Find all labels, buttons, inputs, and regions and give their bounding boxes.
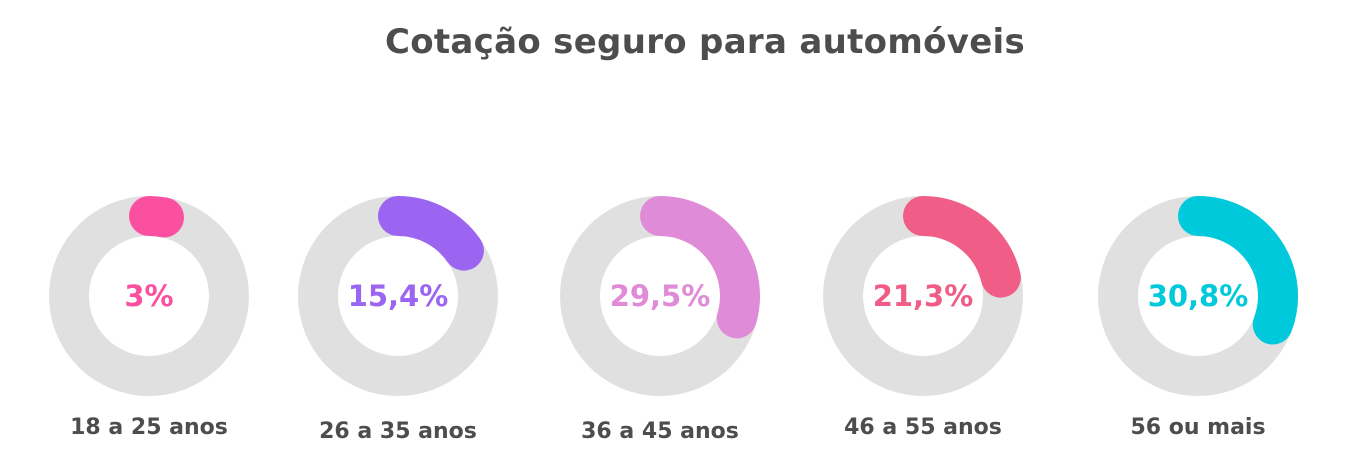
donut-value-arc — [903, 196, 1021, 298]
donut-value-label: 30,8% — [1148, 279, 1249, 313]
category-label: 56 ou mais — [1130, 415, 1266, 440]
category-label: 46 a 55 anos — [844, 415, 1002, 440]
category-label: 18 a 25 anos — [70, 415, 228, 440]
donut-value-arc — [1178, 196, 1298, 345]
donut-value-arc — [129, 196, 184, 238]
chart-title: Cotação seguro para automóveis — [384, 22, 1026, 62]
category-label: 36 a 45 anos — [581, 419, 739, 444]
donut-value-label: 21,3% — [873, 279, 974, 313]
donut-value-arc — [378, 196, 484, 271]
donut-value-arc — [640, 196, 760, 339]
donut-value-label: 29,5% — [610, 279, 711, 313]
donut-value-label: 3% — [124, 279, 173, 313]
category-label: 26 a 35 anos — [319, 419, 477, 444]
donut-value-label: 15,4% — [348, 279, 449, 313]
